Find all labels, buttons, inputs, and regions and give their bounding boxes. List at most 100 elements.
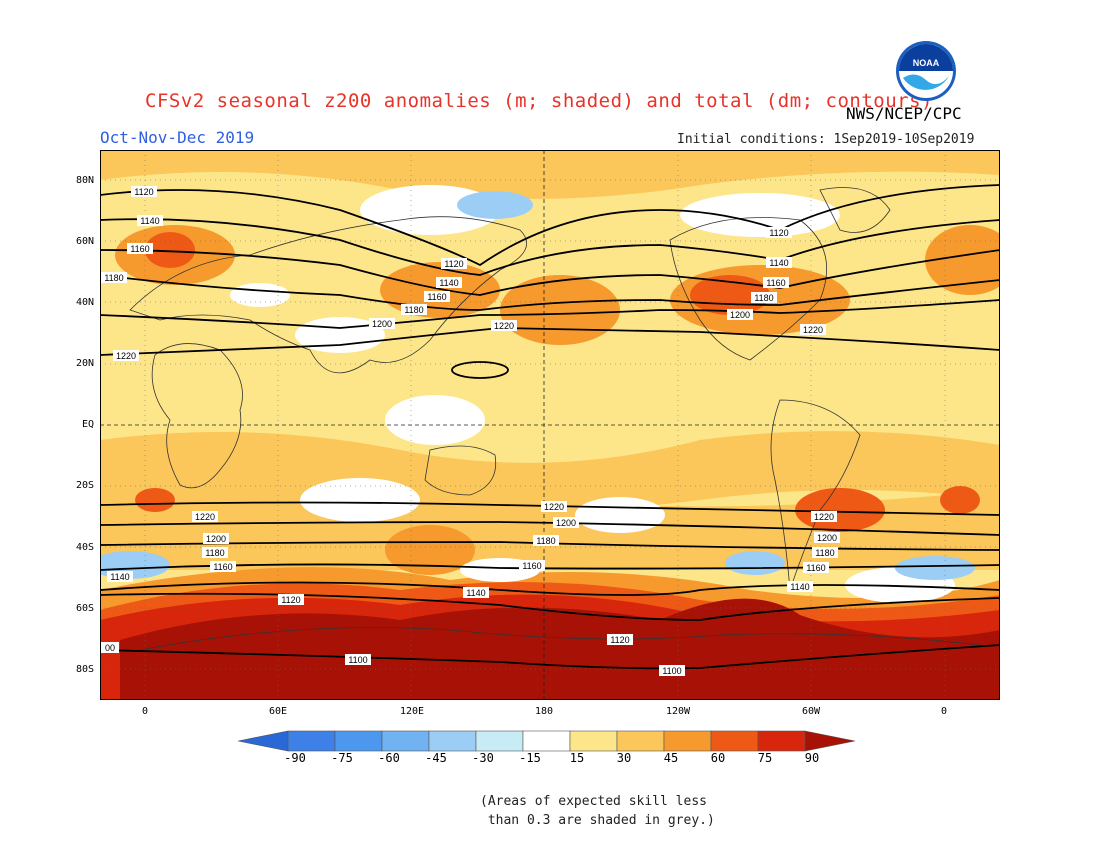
cbar-label-m30: -30 — [472, 751, 494, 765]
cbar-label-30: 30 — [616, 751, 632, 765]
cbar-label-m75: -75 — [331, 751, 353, 765]
cbar-cell-6 — [522, 730, 571, 752]
lon-label-180: 180 — [534, 706, 554, 717]
coast-australia — [424, 445, 497, 496]
cbar-cell-9 — [663, 730, 712, 752]
svg-text:1120: 1120 — [444, 259, 463, 269]
svg-text:1100: 1100 — [348, 655, 367, 665]
lon-label-0-east: 0 — [940, 706, 948, 717]
contour-label-13: 1120 — [766, 227, 792, 238]
lon-label-120e: 120E — [399, 706, 425, 717]
cbar-label-15: 15 — [569, 751, 585, 765]
svg-text:1200: 1200 — [730, 310, 750, 320]
lon-label-0: 0 — [141, 706, 149, 717]
svg-text:1140: 1140 — [466, 588, 485, 598]
lat-label-60n: 60N — [75, 236, 94, 247]
contour-label-30: 1140 — [787, 581, 813, 592]
lon-label-120w: 120W — [665, 706, 691, 717]
contour-label-36: 1160 — [210, 561, 236, 572]
lat-label-40s: 40S — [75, 542, 94, 553]
skill-note: (Areas of expected skill less than 0.3 a… — [480, 794, 715, 828]
contour-1200-n — [100, 299, 1000, 329]
svg-text:1180: 1180 — [205, 548, 224, 558]
contour-label-4: 1180 — [101, 272, 127, 283]
contour-1120-n — [100, 184, 1000, 267]
cbar-label-m60: -60 — [378, 751, 400, 765]
contour-label-17: 1200 — [727, 309, 753, 320]
shade-south-90 — [120, 598, 1000, 700]
shade-patch-pacific — [500, 275, 620, 345]
svg-text:1120: 1120 — [281, 595, 300, 605]
shade-tropics-30 — [100, 431, 1000, 509]
contour-label-5: 1200 — [369, 318, 395, 329]
contour-label-23: 1140 — [463, 587, 489, 598]
cbar-cell-10 — [710, 730, 759, 752]
contour-label-7: 1120 — [441, 258, 467, 269]
svg-text:1120: 1120 — [769, 228, 788, 238]
svg-text:1200: 1200 — [817, 533, 837, 543]
initial-conditions-label: Initial conditions: 1Sep2019-10Sep2019 — [677, 132, 975, 147]
contour-label-33: 1220 — [192, 511, 218, 522]
svg-text:1200: 1200 — [556, 518, 576, 528]
svg-text:1160: 1160 — [130, 244, 149, 254]
svg-text:1220: 1220 — [494, 321, 514, 331]
shade-patch-europe-inner — [145, 232, 195, 268]
cbar-label-m90: -90 — [284, 751, 306, 765]
cbar-label-60: 60 — [710, 751, 726, 765]
lat-label-80s: 80S — [75, 664, 94, 675]
contour-1140-n — [100, 218, 1000, 276]
svg-text:1200: 1200 — [206, 534, 226, 544]
map-frame — [100, 150, 1000, 700]
contour-label-10: 1180 — [401, 304, 427, 315]
lon-label-60w: 60W — [801, 706, 821, 717]
svg-text:1160: 1160 — [427, 292, 446, 302]
svg-text:1160: 1160 — [806, 563, 825, 573]
cbar-label-45: 45 — [663, 751, 679, 765]
cbar-cell-2 — [334, 730, 383, 752]
contour-lines — [100, 184, 1000, 670]
contour-label-38: 00 — [101, 642, 119, 653]
grid-lines — [100, 150, 1000, 700]
contour-label-2: 1140 — [137, 215, 163, 226]
shade-blue-arctic — [457, 191, 533, 219]
contour-label-15: 1160 — [763, 277, 789, 288]
contour-label-11: 1200 — [369, 318, 395, 329]
contour-label-22: 1160 — [519, 560, 545, 571]
cbar-cell-1 — [287, 730, 336, 752]
contour-label-9: 1160 — [424, 291, 450, 302]
cbar-cell-7 — [569, 730, 618, 752]
cbar-cell-8 — [616, 730, 665, 752]
map-title: CFSv2 seasonal z200 anomalies (m; shaded… — [145, 90, 933, 112]
contour-1160-n — [100, 249, 1000, 296]
svg-text:1120: 1120 — [610, 635, 629, 645]
contour-labels: 1120 1140 1160 1180 1200 1220 1120 1140 … — [101, 186, 840, 676]
svg-text:1140: 1140 — [790, 582, 809, 592]
svg-text:1220: 1220 — [814, 512, 834, 522]
coastlines — [129, 187, 981, 651]
svg-text:1160: 1160 — [766, 278, 785, 288]
svg-text:1100: 1100 — [662, 666, 681, 676]
coast-samerica — [770, 399, 861, 591]
cbar-label-75: 75 — [757, 751, 773, 765]
contour-label-31: 1120 — [278, 594, 304, 605]
contour-label-24: 1120 — [607, 634, 633, 645]
contour-label-21: 1180 — [533, 535, 559, 546]
lat-label-eq: EQ — [81, 419, 94, 430]
coast-eurasia — [129, 216, 527, 374]
cbar-cell-11 — [757, 730, 806, 752]
svg-text:1220: 1220 — [544, 502, 564, 512]
svg-text:1220: 1220 — [803, 325, 823, 335]
contour-label-19: 1220 — [541, 501, 567, 512]
cbar-cell-5 — [475, 730, 524, 752]
cbar-arrow-left — [238, 730, 289, 752]
contour-label-25: 1100 — [659, 665, 685, 676]
shade-blue-spac — [725, 551, 785, 575]
contour-label-1: 1120 — [131, 186, 157, 197]
agency-label: NWS/NCEP/CPC — [846, 104, 962, 123]
contour-1140-s — [100, 581, 1000, 596]
contour-1120-s — [100, 592, 1000, 621]
shade-patch-sindian — [940, 486, 980, 514]
svg-text:1180: 1180 — [404, 305, 423, 315]
svg-text:1180: 1180 — [754, 293, 773, 303]
lat-label-20s: 20S — [75, 480, 94, 491]
